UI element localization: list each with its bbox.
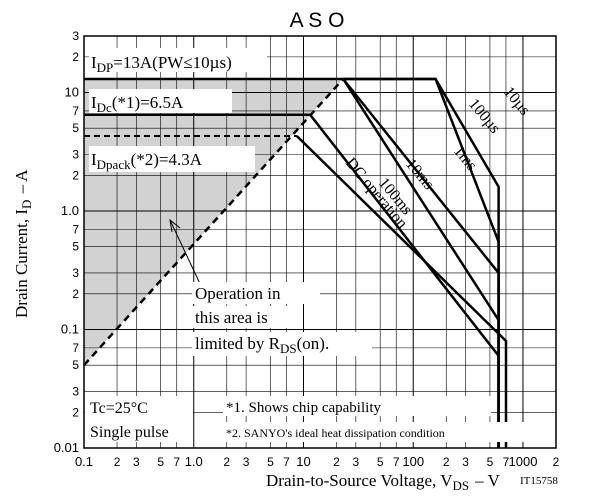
y-tick-label: 10 xyxy=(65,85,79,100)
svg-text:IDc(*1)=6.5A: IDc(*1)=6.5A xyxy=(91,93,184,115)
svg-text:IDP=13A(PW≤10µs): IDP=13A(PW≤10µs) xyxy=(91,53,232,75)
x-tick-label: 5 xyxy=(267,455,274,469)
y-tick-label: 3 xyxy=(72,147,79,161)
x-tick-label: 3 xyxy=(133,455,140,469)
limit-label-idp: IDP=13A(PW≤10µs) xyxy=(89,48,267,75)
chart-title: A S O xyxy=(290,9,345,32)
series-line-5 xyxy=(295,135,508,448)
y-tick-label: 0.1 xyxy=(61,322,79,337)
svg-text:Single pulse: Single pulse xyxy=(90,424,169,441)
operation-area-note: Operation in this area is limited by RDS… xyxy=(169,218,372,356)
x-tick-label: 7 xyxy=(393,455,400,469)
y-tick-label: 3 xyxy=(72,266,79,280)
series-lines xyxy=(83,77,508,448)
y-tick-label: 2 xyxy=(72,168,79,182)
y-tick-label: 0.01 xyxy=(54,440,79,455)
series-line-2 xyxy=(342,78,500,448)
conditions-note: Tc=25°C Single pulse xyxy=(85,396,193,442)
svg-text:limited by RDS(on).: limited by RDS(on). xyxy=(195,334,329,356)
y-tick-label: 3 xyxy=(72,384,79,398)
y-tick-label: 2 xyxy=(72,405,79,419)
y-tick-label: 5 xyxy=(72,121,79,135)
y-tick-label: 5 xyxy=(72,358,79,372)
x-tick-label: 2 xyxy=(114,455,121,469)
y-tick-label: 2 xyxy=(72,287,79,301)
series-label-100us: 100µs xyxy=(465,96,503,137)
series-line-0 xyxy=(343,77,500,448)
x-tick-label: 7 xyxy=(283,455,290,469)
x-tick-label: 10 xyxy=(296,454,310,469)
x-tick-label: 1.0 xyxy=(185,454,203,469)
limit-label-idc: IDc(*1)=6.5A xyxy=(89,89,232,115)
x-tick-label: 7 xyxy=(173,455,180,469)
series-label-10us: 10µs xyxy=(500,84,533,119)
y-tick-label: 7 xyxy=(72,222,79,236)
y-tick-label: 1.0 xyxy=(61,203,79,218)
y-tick-label: 3 xyxy=(72,29,79,43)
x-tick-label: 2 xyxy=(223,455,230,469)
x-tick-label: 5 xyxy=(487,455,494,469)
limit-label-idpack: IDpack(*2)=4.3A xyxy=(89,146,255,172)
x-tick-label: 5 xyxy=(157,455,164,469)
x-tick-label: 1000 xyxy=(509,454,538,469)
x-tick-label: 7 xyxy=(503,455,510,469)
x-tick-label: 3 xyxy=(243,455,250,469)
y-tick-label: 5 xyxy=(72,240,79,254)
series-label-10ms: 10ms xyxy=(402,156,437,193)
svg-text:*1. Shows chip capability: *1. Shows chip capability xyxy=(226,400,381,416)
svg-text:Operation in: Operation in xyxy=(195,284,281,303)
series-line-4 xyxy=(309,113,500,448)
x-tick-label: 2 xyxy=(333,455,340,469)
x-tick-label: 3 xyxy=(462,455,469,469)
svg-text:*2. SANYO's ideal heat dissipa: *2. SANYO's ideal heat dissipation condi… xyxy=(226,426,445,440)
footnotes: *1. Shows chip capability *2. SANYO's id… xyxy=(223,396,541,442)
svg-text:Tc=25°C: Tc=25°C xyxy=(90,400,148,417)
x-tick-label: 100 xyxy=(402,454,424,469)
y-tick-label: 7 xyxy=(72,341,79,355)
tick-labels: 0.1 2 3 5 7 1.0 2 3 5 7 10 2 3 5 7 100 2 3 5 7 1000 20.012357… xyxy=(54,29,560,469)
x-tick-label: 2 xyxy=(553,455,560,469)
series-line-3 xyxy=(342,78,500,448)
x-tick-label: 5 xyxy=(377,455,384,469)
figure-id: IT15758 xyxy=(520,475,558,487)
rds-on-limit-line xyxy=(83,78,345,367)
x-tick-label: 2 xyxy=(443,455,450,469)
y-tick-label: 2 xyxy=(72,50,79,64)
svg-text:this area is: this area is xyxy=(195,308,268,327)
plot-frame xyxy=(83,35,557,449)
x-axis-label: Drain-to-Source Voltage, VDS – V xyxy=(266,471,501,493)
x-tick-label: 3 xyxy=(352,455,359,469)
y-axis-label: Drain Current, ID– A xyxy=(12,169,34,318)
x-tick-label: 0.1 xyxy=(75,454,93,469)
series-line-1 xyxy=(343,77,500,448)
y-tick-label: 7 xyxy=(72,104,79,118)
